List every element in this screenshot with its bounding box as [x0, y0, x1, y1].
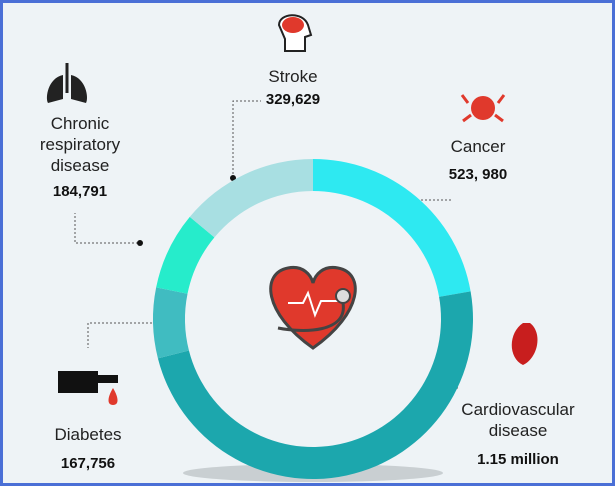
donut-segment: [153, 287, 189, 358]
category-label: Cancer: [423, 136, 533, 157]
category-label: Chronic respiratory disease: [25, 113, 135, 176]
infographic: Stroke 329,629 Cancer 523, 980 Cardiovas…: [0, 0, 615, 486]
category-label: Cardiovascular disease: [448, 399, 588, 441]
value-label: 184,791: [25, 183, 135, 200]
value-label: 1.15 million: [448, 451, 588, 468]
heart-icon: [271, 267, 356, 348]
value-label: 167,756: [33, 455, 143, 472]
donut-segment: [190, 159, 313, 237]
category-label: Diabetes: [33, 424, 143, 445]
category-label: Stroke: [243, 66, 343, 87]
value-label: 523, 980: [423, 166, 533, 183]
value-label: 329,629: [243, 91, 343, 108]
